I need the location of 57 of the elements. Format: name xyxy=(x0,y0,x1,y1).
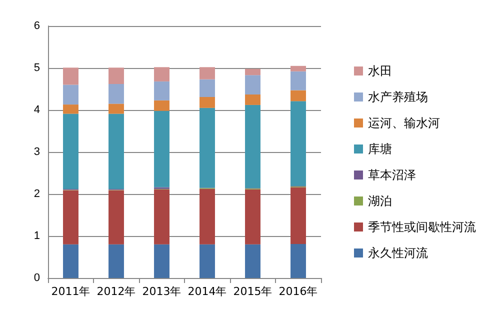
legend-label: 水产养殖场 xyxy=(368,90,428,104)
y-tick-label: 0 xyxy=(34,272,40,284)
x-tick-label: 2014年 xyxy=(188,285,227,298)
y-tick-label: 4 xyxy=(34,104,40,116)
y-tick-label: 3 xyxy=(34,146,40,158)
bar xyxy=(63,244,78,278)
bar xyxy=(245,104,260,188)
bar xyxy=(245,244,260,278)
bar xyxy=(290,71,306,90)
bar xyxy=(154,189,170,244)
x-tick-label: 2013年 xyxy=(142,285,182,298)
bar xyxy=(154,110,170,188)
bar xyxy=(108,84,124,104)
bar xyxy=(63,190,78,244)
bar xyxy=(108,104,124,114)
y-tick-label: 1 xyxy=(34,230,40,242)
bar xyxy=(245,68,260,76)
x-tick-label: 2012年 xyxy=(96,285,136,298)
bar xyxy=(200,67,215,80)
bar xyxy=(63,114,78,189)
bar xyxy=(154,67,170,82)
bar xyxy=(290,244,306,278)
legend-label: 水田 xyxy=(368,64,392,78)
bar xyxy=(200,79,215,97)
bar xyxy=(245,94,260,105)
legend-label: 库塘 xyxy=(368,142,392,156)
legend-label: 湖泊 xyxy=(368,194,392,208)
legend-label: 草本沼泽 xyxy=(368,168,416,182)
bar xyxy=(290,66,306,72)
bar xyxy=(200,96,215,108)
bar xyxy=(108,114,124,189)
bar xyxy=(290,187,306,244)
bar xyxy=(200,108,215,188)
bar xyxy=(63,104,78,114)
legend-label: 永久性河流 xyxy=(368,246,428,260)
bar xyxy=(108,68,124,84)
bar xyxy=(108,244,124,278)
x-tick-label: 2015年 xyxy=(233,285,272,298)
bar xyxy=(245,75,260,94)
bar xyxy=(154,81,170,100)
bar xyxy=(290,101,306,186)
bar xyxy=(290,90,306,102)
legend-label: 运河、输水河 xyxy=(368,116,440,130)
x-tick-label: 2011年 xyxy=(51,285,90,298)
y-tick-label: 5 xyxy=(34,62,40,74)
bar xyxy=(154,244,170,278)
legend-label: 季节性或间歇性河流 xyxy=(368,220,476,234)
bar xyxy=(108,190,124,244)
bar xyxy=(245,189,260,244)
bar xyxy=(63,68,78,85)
y-tick-label: 2 xyxy=(34,188,40,200)
bar xyxy=(200,188,215,244)
y-tick-label: 6 xyxy=(34,20,40,32)
bar xyxy=(63,84,78,105)
x-tick-label: 2016年 xyxy=(278,285,318,298)
bar xyxy=(154,100,170,111)
bar xyxy=(200,244,215,278)
